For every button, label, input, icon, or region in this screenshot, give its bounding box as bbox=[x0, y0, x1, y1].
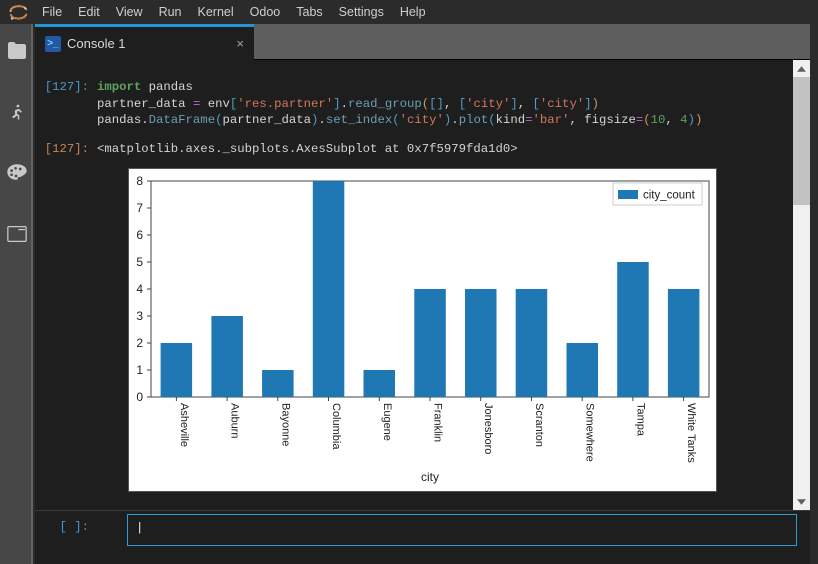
svg-text:2: 2 bbox=[136, 336, 143, 350]
svg-text:Bayonne: Bayonne bbox=[279, 403, 291, 446]
svg-text:White Tanks: White Tanks bbox=[685, 403, 697, 463]
svg-text:7: 7 bbox=[136, 201, 143, 215]
svg-text:city: city bbox=[421, 470, 439, 484]
svg-text:4: 4 bbox=[136, 282, 143, 296]
svg-text:Jonesboro: Jonesboro bbox=[482, 403, 494, 454]
svg-text:Auburn: Auburn bbox=[229, 403, 241, 438]
svg-text:5: 5 bbox=[136, 255, 143, 269]
svg-text:0: 0 bbox=[136, 390, 143, 404]
svg-text:3: 3 bbox=[136, 309, 143, 323]
svg-text:Columbia: Columbia bbox=[330, 403, 342, 450]
svg-text:Somewhere: Somewhere bbox=[584, 403, 596, 462]
svg-text:Asheville: Asheville bbox=[178, 403, 190, 447]
svg-text:Eugene: Eugene bbox=[381, 403, 393, 441]
svg-text:city_count: city_count bbox=[643, 190, 696, 202]
svg-text:Franklin: Franklin bbox=[432, 403, 444, 442]
svg-text:Tampa: Tampa bbox=[634, 403, 646, 437]
svg-text:Scranton: Scranton bbox=[533, 403, 545, 447]
svg-text:1: 1 bbox=[136, 363, 143, 377]
svg-text:6: 6 bbox=[136, 228, 143, 242]
svg-text:8: 8 bbox=[136, 174, 143, 188]
